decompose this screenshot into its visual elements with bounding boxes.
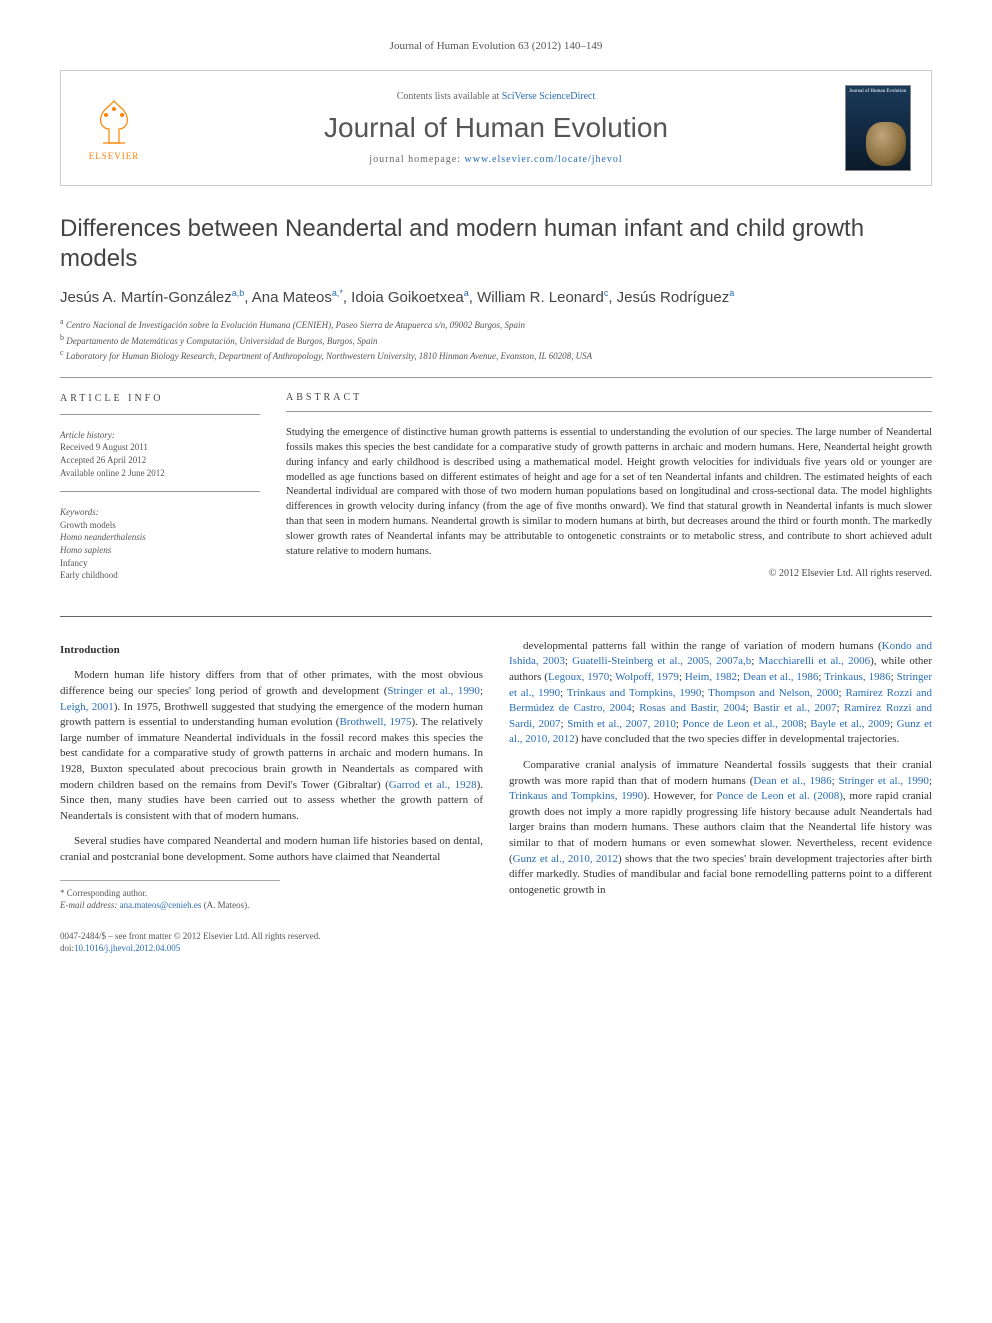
- keyword-1: Growth models: [60, 519, 260, 532]
- elsevier-logo[interactable]: ELSEVIER: [81, 89, 147, 167]
- citation[interactable]: Smith et al., 2007, 2010: [567, 718, 676, 730]
- keywords: Keywords: Growth models Homo neanderthal…: [60, 506, 260, 582]
- article-info-head: ARTICLE INFO: [60, 392, 260, 406]
- bottom-meta: 0047-2484/$ – see front matter © 2012 El…: [60, 930, 932, 955]
- citation[interactable]: Dean et al., 1986: [753, 775, 831, 787]
- header-center: Contents lists available at SciVerse Sci…: [165, 91, 827, 165]
- author-3[interactable]: , Idoia Goikoetxea: [343, 289, 464, 306]
- divider: [60, 377, 932, 378]
- homepage-prefix: journal homepage:: [369, 154, 464, 165]
- divider: [60, 616, 932, 617]
- body-paragraph-2: Several studies have compared Neandertal…: [60, 834, 483, 865]
- citation[interactable]: Leigh, 2001: [60, 701, 114, 713]
- divider: [60, 491, 260, 492]
- doi-link[interactable]: 10.1016/j.jhevol.2012.04.005: [74, 943, 180, 953]
- affiliation-a: a Centro Nacional de Investigación sobre…: [60, 316, 932, 332]
- body-paragraph-1: Modern human life history differs from t…: [60, 668, 483, 824]
- contents-line: Contents lists available at SciVerse Sci…: [165, 91, 827, 102]
- body-paragraph-4: Comparative cranial analysis of immature…: [509, 758, 932, 898]
- homepage-line: journal homepage: www.elsevier.com/locat…: [165, 154, 827, 165]
- affiliation-b: b Departamento de Matemáticas y Computac…: [60, 332, 932, 348]
- authors-list: Jesús A. Martín-Gonzáleza,b, Ana Mateosa…: [60, 288, 932, 306]
- author-5[interactable]: , Jesús Rodríguez: [608, 289, 729, 306]
- author-2[interactable]: , Ana Mateos: [244, 289, 332, 306]
- keyword-3: Homo sapiens: [60, 544, 260, 557]
- doi-line: doi:10.1016/j.jhevol.2012.04.005: [60, 942, 932, 955]
- citation[interactable]: Thompson and Nelson, 2000: [708, 687, 838, 699]
- corresponding-author-footnote: * Corresponding author. E-mail address: …: [60, 880, 280, 912]
- body-paragraph-3: developmental patterns fall within the r…: [509, 639, 932, 748]
- accepted-date: Accepted 26 April 2012: [60, 454, 260, 467]
- citation[interactable]: Bastir et al., 2007: [753, 702, 836, 714]
- author-5-aff: a: [729, 288, 734, 298]
- body-columns: Introduction Modern human life history d…: [60, 639, 932, 912]
- citation[interactable]: Macchiarelli et al., 2006: [759, 655, 871, 667]
- citation[interactable]: Garrod et al., 1928: [389, 779, 477, 791]
- citation[interactable]: Stringer et al., 1990: [839, 775, 929, 787]
- online-date: Available online 2 June 2012: [60, 467, 260, 480]
- article-info: ARTICLE INFO Article history: Received 9…: [60, 392, 260, 594]
- author-1-aff: a,b: [232, 288, 245, 298]
- citation[interactable]: Legoux, 1970: [548, 671, 609, 683]
- contents-prefix: Contents lists available at: [397, 91, 502, 102]
- author-4[interactable]: , William R. Leonard: [469, 289, 604, 306]
- info-abstract-row: ARTICLE INFO Article history: Received 9…: [60, 392, 932, 594]
- citation[interactable]: Trinkaus and Tompkins, 1990: [567, 687, 702, 699]
- homepage-link[interactable]: www.elsevier.com/locate/jhevol: [465, 154, 623, 165]
- elsevier-tree-icon: [89, 95, 139, 149]
- citation[interactable]: Wolpoff, 1979: [615, 671, 679, 683]
- received-date: Received 9 August 2011: [60, 441, 260, 454]
- keyword-5: Early childhood: [60, 569, 260, 582]
- cover-skull-image: [866, 122, 906, 166]
- email-link[interactable]: ana.mateos@cenieh.es: [120, 900, 202, 910]
- issn-line: 0047-2484/$ – see front matter © 2012 El…: [60, 930, 932, 943]
- journal-reference: Journal of Human Evolution 63 (2012) 140…: [60, 40, 932, 52]
- article-title: Differences between Neandertal and moder…: [60, 214, 932, 274]
- keywords-label: Keywords:: [60, 506, 260, 519]
- introduction-heading: Introduction: [60, 643, 483, 659]
- citation[interactable]: Ponce de Leon et al., 2008: [683, 718, 804, 730]
- citation[interactable]: Gunz et al., 2010, 2012: [513, 853, 618, 865]
- sciencedirect-link[interactable]: SciVerse ScienceDirect: [502, 91, 596, 102]
- citation[interactable]: Rosas and Bastir, 2004: [639, 702, 745, 714]
- abstract-text: Studying the emergence of distinctive hu…: [286, 426, 932, 560]
- author-2-aff: a,*: [332, 288, 343, 298]
- abstract: ABSTRACT Studying the emergence of disti…: [286, 392, 932, 594]
- email-line: E-mail address: ana.mateos@cenieh.es (A.…: [60, 899, 280, 912]
- citation[interactable]: Trinkaus, 1986: [824, 671, 890, 683]
- affiliations: a Centro Nacional de Investigación sobre…: [60, 316, 932, 363]
- citation[interactable]: Ponce de Leon et al. (2008): [716, 790, 843, 802]
- citation[interactable]: Guatelli-Steinberg et al., 2005, 2007a,b: [572, 655, 751, 667]
- journal-header: ELSEVIER Contents lists available at Sci…: [60, 70, 932, 186]
- citation[interactable]: Dean et al., 1986: [743, 671, 818, 683]
- corresponding-author: * Corresponding author.: [60, 887, 280, 900]
- citation[interactable]: Heim, 1982: [685, 671, 737, 683]
- citation[interactable]: Bayle et al., 2009: [810, 718, 890, 730]
- history-label: Article history:: [60, 429, 260, 442]
- copyright: © 2012 Elsevier Ltd. All rights reserved…: [286, 568, 932, 579]
- divider: [60, 414, 260, 415]
- journal-title: Journal of Human Evolution: [165, 112, 827, 144]
- elsevier-text: ELSEVIER: [89, 151, 140, 161]
- keyword-4: Infancy: [60, 557, 260, 570]
- article-history: Article history: Received 9 August 2011 …: [60, 429, 260, 479]
- affiliation-c: c Laboratory for Human Biology Research,…: [60, 347, 932, 363]
- citation[interactable]: Brothwell, 1975: [339, 716, 411, 728]
- abstract-head: ABSTRACT: [286, 392, 932, 403]
- citation[interactable]: Stringer et al., 1990: [387, 685, 480, 697]
- journal-cover-thumbnail[interactable]: Journal of Human Evolution: [845, 85, 911, 171]
- citation[interactable]: Trinkaus and Tompkins, 1990: [509, 790, 643, 802]
- divider: [286, 411, 932, 412]
- keyword-2: Homo neanderthalensis: [60, 531, 260, 544]
- author-1[interactable]: Jesús A. Martín-González: [60, 289, 232, 306]
- cover-title: Journal of Human Evolution: [846, 86, 910, 97]
